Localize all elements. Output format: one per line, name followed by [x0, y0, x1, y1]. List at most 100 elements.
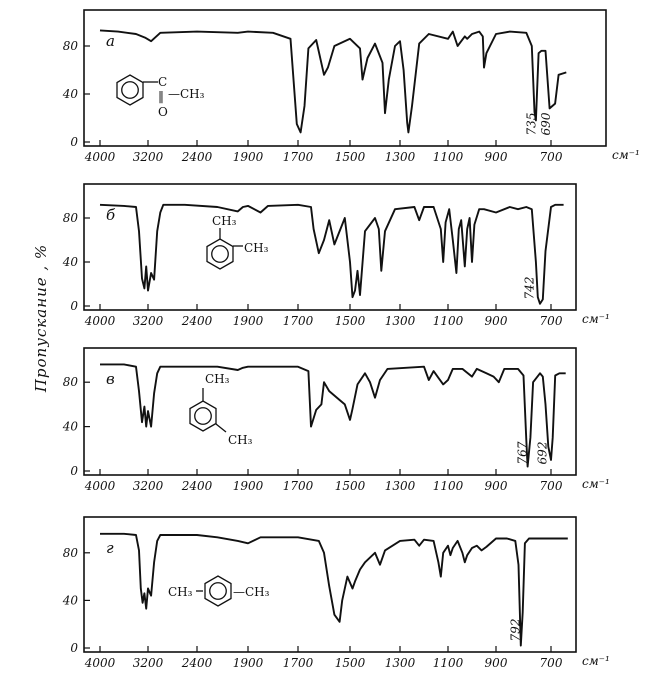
x-tick-label: 1700 — [283, 314, 314, 328]
x-tick-label: 700 — [540, 314, 563, 328]
x-tick-label: 1100 — [433, 314, 464, 328]
x-tick-label: 1100 — [433, 656, 464, 670]
x-tick-label: 1300 — [385, 656, 416, 670]
x-tick-label: 4000 — [84, 479, 116, 493]
x-tick-label: 900 — [485, 314, 508, 328]
x-unit-label: см⁻¹ — [582, 654, 610, 668]
methyl-1: CH₃ — [168, 585, 193, 599]
y-tick-label: 80 — [63, 375, 79, 389]
x-tick-label: 2400 — [181, 479, 213, 493]
methyl-group: —CH₃ — [168, 87, 205, 101]
spectrum-panel-1: 0 40 80 4000 3200 2400 1900 1700 1500 1300 1100 900… — [62, 9, 640, 164]
x-tick-label: 1300 — [385, 314, 416, 328]
x-tick-label: 1900 — [233, 150, 264, 164]
spectrum-line — [100, 363, 566, 468]
peak-label: 690 — [539, 112, 553, 135]
aromatic-circle — [209, 582, 227, 600]
x-tick-label: 1700 — [283, 656, 314, 670]
x-tick-label: 4000 — [84, 150, 116, 164]
x-tick-label: 3200 — [133, 656, 164, 670]
spectrum-line — [99, 203, 564, 305]
oxygen-atom: O — [158, 105, 168, 119]
panel-letter: в — [106, 370, 115, 388]
methyl-1: CH₃ — [205, 372, 230, 386]
x-tick-label: 1900 — [233, 479, 264, 493]
y-tick-label: 40 — [62, 420, 79, 434]
y-tick-label: 40 — [62, 593, 79, 607]
methyl-2: CH₃ — [228, 433, 253, 447]
y-tick-label: 0 — [70, 299, 78, 313]
x-tick-label: 1700 — [283, 150, 314, 164]
x-tick-label: 900 — [485, 150, 508, 164]
x-unit-label: см⁻¹ — [582, 312, 610, 326]
spectrum-line — [100, 532, 568, 647]
panel-letter: а — [106, 32, 115, 50]
x-tick-label: 1900 — [233, 656, 264, 670]
spectrum-line — [99, 29, 567, 134]
benzene-ring — [116, 74, 144, 106]
x-tick-label: 1300 — [385, 150, 416, 164]
x-tick-label: 1700 — [283, 479, 314, 493]
methyl-1: CH₃ — [212, 214, 237, 228]
x-tick-label: 700 — [540, 150, 563, 164]
aromatic-circle — [121, 81, 139, 99]
x-tick-label: 2400 — [181, 150, 213, 164]
spectrum-panel-4: 0 40 80 4000 3200 2400 1900 1700 1500 1300 1100 900… — [62, 516, 610, 670]
y-tick-label: 80 — [63, 39, 79, 53]
peak-label: 742 — [523, 277, 537, 300]
y-tick-label: 80 — [63, 211, 79, 225]
x-unit-label: см⁻¹ — [612, 148, 640, 162]
x-tick-label: 1500 — [335, 150, 366, 164]
aromatic-circle — [194, 407, 212, 425]
y-tick-label: 0 — [70, 641, 78, 655]
panel-letter: б — [106, 206, 116, 224]
double-bond: ‖ — [158, 89, 164, 103]
x-tick-label: 4000 — [84, 314, 116, 328]
y-tick-label: 40 — [62, 87, 79, 101]
spectrum-panel-3: 0 40 80 4000 3200 2400 1900 1700 1500 1300 1100 900… — [62, 347, 610, 493]
plot-frame — [83, 347, 577, 476]
x-tick-label: 1500 — [335, 314, 366, 328]
x-tick-label: 700 — [540, 479, 563, 493]
x-tick-label: 3200 — [133, 479, 164, 493]
x-tick-label: 2400 — [181, 656, 213, 670]
carbonyl-carbon: C — [158, 75, 167, 89]
y-tick-label: 0 — [70, 464, 78, 478]
x-unit-label: см⁻¹ — [582, 477, 610, 491]
peak-label: 735 — [524, 113, 538, 136]
benzene-ring — [204, 575, 232, 607]
x-tick-label: 700 — [540, 656, 563, 670]
panel-letter: г — [106, 539, 114, 557]
y-tick-label: 80 — [63, 546, 79, 560]
x-tick-label: 4000 — [84, 656, 116, 670]
molecule-structure: CH₃ CH₃ — [189, 372, 253, 447]
x-tick-label: 2400 — [181, 314, 213, 328]
x-tick-label: 1900 — [233, 314, 264, 328]
y-tick-label: 0 — [70, 135, 78, 149]
x-tick-label: 1500 — [335, 656, 366, 670]
plot-frame — [83, 516, 577, 653]
bond — [215, 423, 227, 433]
x-tick-label: 1100 — [433, 150, 464, 164]
y-tick-label: 40 — [62, 255, 79, 269]
x-tick-label: 900 — [485, 479, 508, 493]
peak-label: 767 — [516, 441, 530, 464]
x-tick-label: 1300 — [385, 479, 416, 493]
spectrum-panel-2: 0 40 80 4000 3200 2400 1900 1700 1500 1300 1100 900… — [62, 183, 610, 328]
x-tick-label: 3200 — [133, 150, 164, 164]
molecule-structure: C—CH₃ ‖ O — [116, 74, 205, 119]
x-tick-label: 900 — [485, 656, 508, 670]
x-tick-label: 3200 — [133, 314, 164, 328]
peak-label: 692 — [536, 442, 550, 465]
molecule-structure: CH₃ CH₃ — [206, 214, 269, 270]
peak-label: 792 — [509, 619, 523, 642]
x-tick-label: 1500 — [335, 479, 366, 493]
molecule-structure: CH₃ —CH₃ — [168, 575, 270, 607]
aromatic-circle — [211, 245, 229, 263]
benzene-ring — [189, 400, 217, 432]
x-tick-label: 1100 — [433, 479, 464, 493]
plot-frame — [83, 183, 577, 311]
plot-frame — [83, 9, 607, 147]
methyl-2: —CH₃ — [233, 585, 270, 599]
